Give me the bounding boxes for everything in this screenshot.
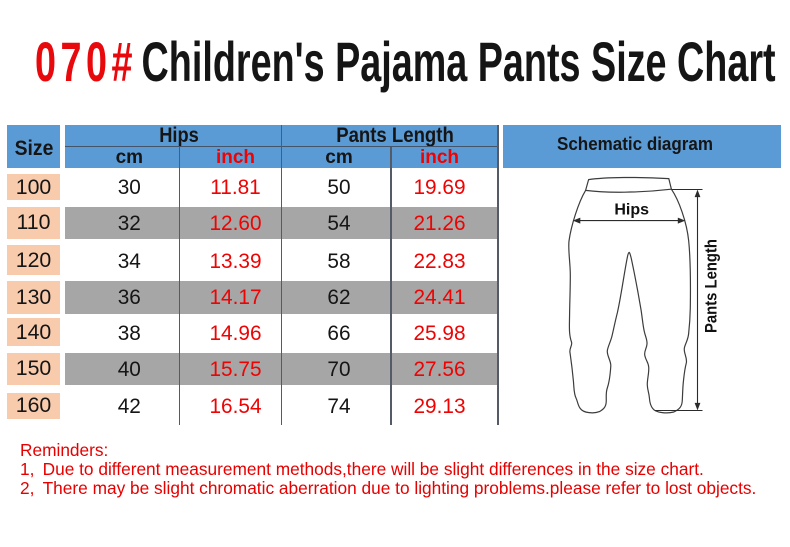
svg-text:Hips: Hips: [614, 202, 649, 219]
svg-text:Pants Length: Pants Length: [702, 239, 721, 333]
